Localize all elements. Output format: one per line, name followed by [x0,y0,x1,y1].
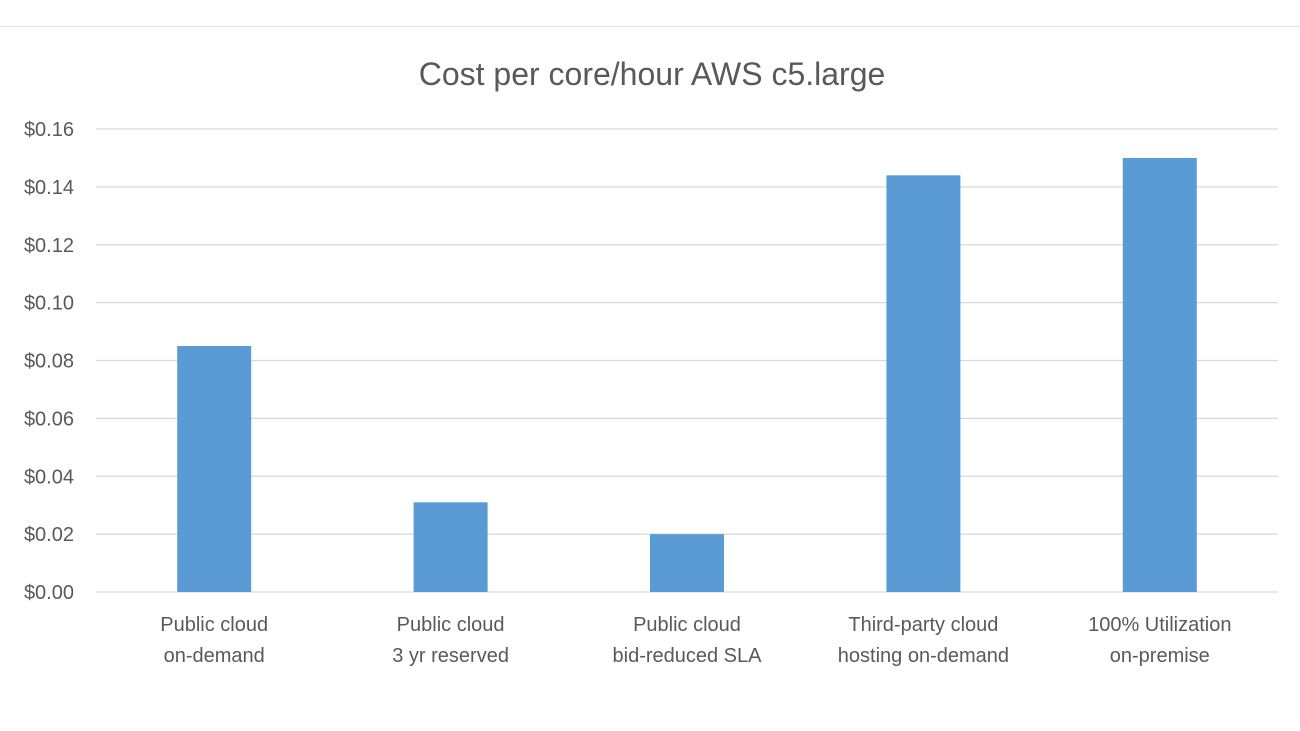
y-tick-label: $0.14 [24,177,74,199]
x-category-label: Public cloud [633,614,741,636]
x-category-label: bid-reduced SLA [613,645,763,667]
x-category-label: Third-party cloud [848,614,998,636]
x-category-label: Public cloud [397,614,505,636]
y-tick-label: $0.12 [24,235,74,257]
bar [1122,157,1197,592]
bar [413,502,488,592]
bar [650,534,724,592]
top-divider [0,26,1300,27]
x-category-label: on-premise [1110,645,1210,667]
x-category-label: 3 yr reserved [392,645,509,667]
bars [177,157,1197,593]
y-tick-label: $0.04 [24,466,74,488]
y-tick-label: $0.06 [24,408,74,430]
y-tick-label: $0.08 [24,351,74,373]
x-category-label: on-demand [164,645,265,667]
x-category-label: 100% Utilization [1088,614,1231,636]
y-tick-label: $0.00 [24,582,74,604]
bar [886,175,961,593]
x-category-label: Public cloud [160,614,268,636]
chart-title: Cost per core/hour AWS c5.large [419,56,886,92]
gridlines [96,128,1278,593]
x-category-label: hosting on-demand [838,645,1009,667]
y-tick-label: $0.16 [24,119,74,141]
x-axis-categories: Public cloud on-demand Public cloud 3 yr re… [160,614,1231,667]
y-axis-ticks: $0.00 $0.02 $0.04 $0.06 $0.08 $0.10 $0.12 $0.14… [24,119,74,604]
y-tick-label: $0.10 [24,293,74,315]
bar [177,346,252,592]
y-tick-label: $0.02 [24,524,74,546]
